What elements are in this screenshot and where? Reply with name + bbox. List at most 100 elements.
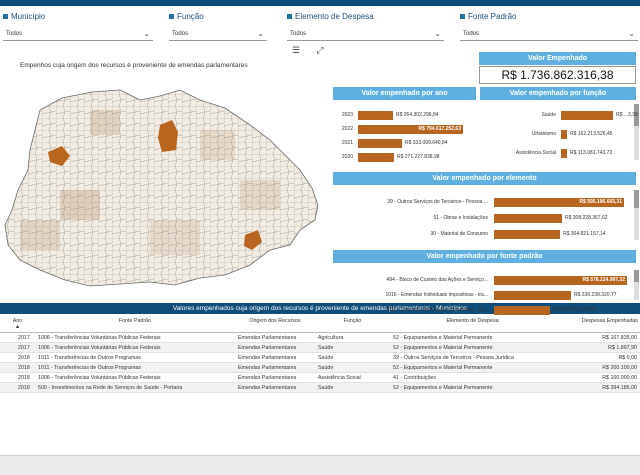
by-year-title: Valor empenhado por ano bbox=[333, 87, 476, 100]
chart-bar[interactable] bbox=[494, 198, 624, 207]
chart-bar[interactable] bbox=[494, 306, 550, 315]
table-cell: Saúde bbox=[315, 382, 390, 393]
scrollbar-thumb[interactable] bbox=[634, 190, 639, 208]
chart-bar[interactable] bbox=[494, 291, 571, 300]
col-header-elemento[interactable]: Elemento de Despesa bbox=[390, 316, 555, 333]
table-cell: R$ 100.000,00 bbox=[555, 372, 640, 383]
col-header-funcao[interactable]: Função bbox=[315, 316, 390, 333]
filter-icon[interactable]: ☰ bbox=[291, 45, 301, 55]
slicer-dropdown[interactable]: Todos ⌄ bbox=[3, 27, 153, 41]
slicer-label: Função bbox=[177, 12, 204, 21]
chart-bar[interactable] bbox=[358, 111, 393, 120]
by-element-title: Valor empenhado por elemento bbox=[333, 172, 636, 185]
table-cell: Emendas Parlamentares bbox=[235, 332, 315, 343]
table-row[interactable]: 2018 1011 - Transferências de Outros Prog… bbox=[0, 352, 640, 363]
chart-bar[interactable] bbox=[494, 214, 562, 223]
slicer-value: Todos bbox=[6, 30, 23, 37]
slicer-value: Todos bbox=[172, 30, 189, 37]
scrollbar-thumb[interactable] bbox=[634, 104, 639, 126]
bar-category-label: 2022 bbox=[341, 126, 353, 132]
table-cell: Emendas Parlamentares bbox=[235, 352, 315, 363]
scrollbar[interactable] bbox=[634, 104, 639, 160]
data-table[interactable]: Ano ▲ Fonte Padrão Origem dos Recursos Fu… bbox=[0, 316, 640, 393]
scrollbar-thumb[interactable] bbox=[634, 270, 639, 282]
col-header-origem[interactable]: Origem dos Recursos bbox=[235, 316, 315, 333]
chart-bar[interactable] bbox=[494, 230, 560, 239]
col-header-ano[interactable]: Ano ▲ bbox=[0, 316, 35, 333]
table-cell: R$ 1.897,90 bbox=[555, 342, 640, 353]
chart-bar[interactable] bbox=[358, 125, 463, 134]
scrollbar[interactable] bbox=[634, 270, 639, 300]
focus-mode-icon[interactable]: ⤢ bbox=[316, 45, 324, 55]
bar-value-label: R$ 264.302.296,84 bbox=[396, 112, 439, 118]
bar-category-label: 2023 bbox=[341, 112, 353, 118]
slicer-dropdown[interactable]: Todos ⌄ bbox=[460, 27, 638, 41]
total-value-card: R$ 1.736.862.316,38 bbox=[479, 66, 636, 84]
scrollbar[interactable] bbox=[634, 190, 639, 240]
chart-bar[interactable] bbox=[358, 139, 402, 148]
bar-value-label: R$ 304.821.157,14 bbox=[563, 231, 606, 237]
slicer-elemento[interactable]: Elemento de Despesa Todos ⌄ bbox=[287, 12, 444, 46]
table-cell: 1006 - Transferências Voluntárias Públic… bbox=[35, 332, 235, 343]
table-cell: 500 - Investimentos na Rede de Serviços … bbox=[35, 382, 235, 393]
slicer-funcao[interactable]: Função Todos ⌄ bbox=[169, 12, 267, 46]
top-banner bbox=[0, 0, 640, 6]
table-cell: 2018 bbox=[0, 372, 35, 383]
table-row[interactable]: 2017 1006 - Transferências Voluntárias Pú… bbox=[0, 342, 640, 353]
bar-value-label: R$ 113.081.743,73 bbox=[570, 150, 613, 156]
chart-bar[interactable] bbox=[358, 153, 394, 162]
table-cell: Assistência Social bbox=[315, 372, 390, 383]
col-header-fonte[interactable]: Fonte Padrão bbox=[35, 316, 235, 333]
bar-value-label: R$ 578.224.997,32 bbox=[582, 277, 625, 283]
table-cell: Emendas Parlamentares bbox=[235, 372, 315, 383]
card-title: Valor Empenhado bbox=[479, 52, 636, 65]
bar-value-label: R$ ...3,39 bbox=[616, 112, 638, 118]
chart-bar[interactable] bbox=[494, 276, 627, 285]
table-cell: 52 - Equipamentos e Material Permanente bbox=[390, 332, 555, 343]
col-header-label: Ano bbox=[12, 318, 23, 324]
map-title: Empenhos cuja origem dos recursos é prov… bbox=[20, 62, 248, 69]
chart-bar[interactable] bbox=[561, 130, 567, 139]
by-source-title: Valor empenhado por fonte padrão bbox=[333, 250, 636, 263]
slicer-label: Município bbox=[11, 12, 46, 21]
table-cell: Agricultura bbox=[315, 332, 390, 343]
table-cell: R$ 394.185,00 bbox=[555, 382, 640, 393]
chart-bar[interactable] bbox=[561, 149, 567, 158]
table-row[interactable]: 2018 1006 - Transferências Voluntárias Pú… bbox=[0, 372, 640, 383]
table-cell: Emendas Parlamentares bbox=[235, 342, 315, 353]
table-cell: 39 - Outros Serviços de Terceiros - Pess… bbox=[390, 352, 555, 363]
table-cell: 1006 - Transferências Voluntárias Públic… bbox=[35, 372, 235, 383]
table-cell: Emendas Parlamentares bbox=[235, 382, 315, 393]
table-cell: Saúde bbox=[315, 352, 390, 363]
table-cell: 1011 - Transferências de Outros Programa… bbox=[35, 362, 235, 373]
bar-category-label: 494 - Bloco de Custeio das Ações e Servi… bbox=[386, 277, 488, 283]
slicer-municipio[interactable]: Município Todos ⌄ bbox=[3, 12, 153, 46]
bar-value-label: R$ 794.617.252,63 bbox=[418, 126, 461, 132]
table-row[interactable]: 2017 1006 - Transferências Voluntárias Pú… bbox=[0, 332, 640, 343]
bar-value-label: R$ 333.099.640,84 bbox=[405, 140, 448, 146]
slicer-dropdown[interactable]: Todos ⌄ bbox=[287, 27, 444, 41]
parana-map[interactable] bbox=[0, 70, 330, 300]
table-cell: 2017 bbox=[0, 342, 35, 353]
table-row[interactable]: 2018 500 - Investimentos na Rede de Servi… bbox=[0, 382, 640, 393]
table-cell: R$ 0,00 bbox=[555, 352, 640, 363]
bar-category-label: 1018 - Emendas Individuais Impositivas -… bbox=[385, 307, 488, 313]
bar-category-label: Saúde bbox=[541, 112, 556, 118]
table-cell: 52 - Equipamentos e Material Permanente bbox=[390, 382, 555, 393]
bar-value-label: R$ 308.228.367,62 bbox=[565, 215, 608, 221]
chart-bar[interactable] bbox=[561, 111, 613, 120]
slicer-dropdown[interactable]: Todos ⌄ bbox=[169, 27, 267, 41]
table-row[interactable]: 2018 1011 - Transferências de Outros Prog… bbox=[0, 362, 640, 373]
bar-value-label: R$ 243.746.179,00 bbox=[553, 307, 596, 313]
bar-value-label: R$ 595.196.665,31 bbox=[579, 199, 622, 205]
col-header-despesas[interactable]: Despesas Empenhadas bbox=[555, 316, 640, 333]
slicer-value: Todos bbox=[290, 30, 307, 37]
slicer-fonte[interactable]: Fonte Padrão Todos ⌄ bbox=[460, 12, 638, 46]
chevron-down-icon: ⌄ bbox=[257, 29, 264, 38]
slicer-label: Fonte Padrão bbox=[468, 12, 517, 21]
table-title: Valores empenhados cuja origem dos recur… bbox=[0, 303, 640, 314]
sort-icon[interactable]: ▲ bbox=[14, 324, 21, 330]
bar-category-label: 51 - Obras e Instalações bbox=[433, 215, 488, 221]
bottom-bar bbox=[0, 455, 640, 475]
bar-category-label: Urbanismo bbox=[531, 131, 556, 137]
